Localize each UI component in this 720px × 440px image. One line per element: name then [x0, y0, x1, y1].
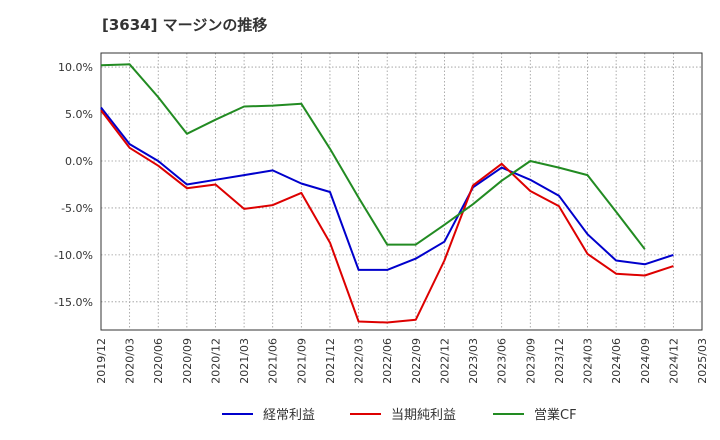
y-tick-label: 0.0% [65, 155, 93, 168]
series-line-当期純利益 [100, 109, 674, 324]
series-line-経常利益 [100, 106, 674, 271]
legend: 経常利益 当期純利益 営業CF [222, 407, 577, 423]
legend-label: 営業CF [534, 407, 577, 423]
series-lines [100, 63, 674, 324]
x-tick-label: 2022/06 [381, 338, 394, 384]
x-tick-label: 2024/06 [610, 338, 623, 384]
x-tick-label: 2023/03 [467, 338, 480, 384]
x-tick-label: 2023/12 [553, 338, 566, 384]
x-tick-label: 2023/06 [496, 338, 509, 384]
legend-label: 当期純利益 [391, 408, 456, 423]
y-tick-label: 10.0% [58, 61, 93, 74]
x-tick-label: 2024/12 [667, 338, 680, 384]
legend-label: 経常利益 [263, 408, 315, 423]
x-tick-label: 2021/12 [324, 338, 337, 384]
x-tick-label: 2020/06 [152, 338, 165, 384]
x-tick-label: 2025/03 [696, 338, 709, 384]
x-tick-label: 2020/12 [209, 338, 222, 384]
x-tick-label: 2020/09 [181, 338, 194, 384]
x-tick-label: 2021/09 [295, 338, 308, 384]
series-line-営業CF [100, 63, 646, 250]
x-tick-label: 2022/09 [410, 338, 423, 384]
y-axis-ticks: 10.0% 5.0% 0.0% -5.0% -10.0% -15.0% [54, 61, 93, 309]
grid [100, 53, 703, 330]
plot-frame [100, 52, 703, 331]
y-tick-label: 5.0% [65, 108, 93, 121]
x-tick-label: 2019/12 [95, 338, 108, 384]
y-tick-label: -5.0% [61, 202, 93, 215]
y-tick-label: -15.0% [54, 296, 93, 309]
x-axis-ticks: 2019/12 2020/03 2020/06 2020/09 2020/12 2021/… [95, 338, 709, 384]
x-tick-label: 2022/12 [438, 338, 451, 384]
y-tick-label: -10.0% [54, 249, 93, 262]
x-tick-label: 2021/03 [238, 338, 251, 384]
chart-title: [3634] マージンの推移 [102, 16, 268, 34]
x-tick-label: 2024/09 [639, 338, 652, 384]
x-tick-label: 2021/06 [267, 338, 280, 384]
x-tick-label: 2023/09 [524, 338, 537, 384]
x-tick-label: 2020/03 [124, 338, 137, 384]
x-tick-label: 2022/03 [353, 338, 366, 384]
x-tick-label: 2024/03 [582, 338, 595, 384]
